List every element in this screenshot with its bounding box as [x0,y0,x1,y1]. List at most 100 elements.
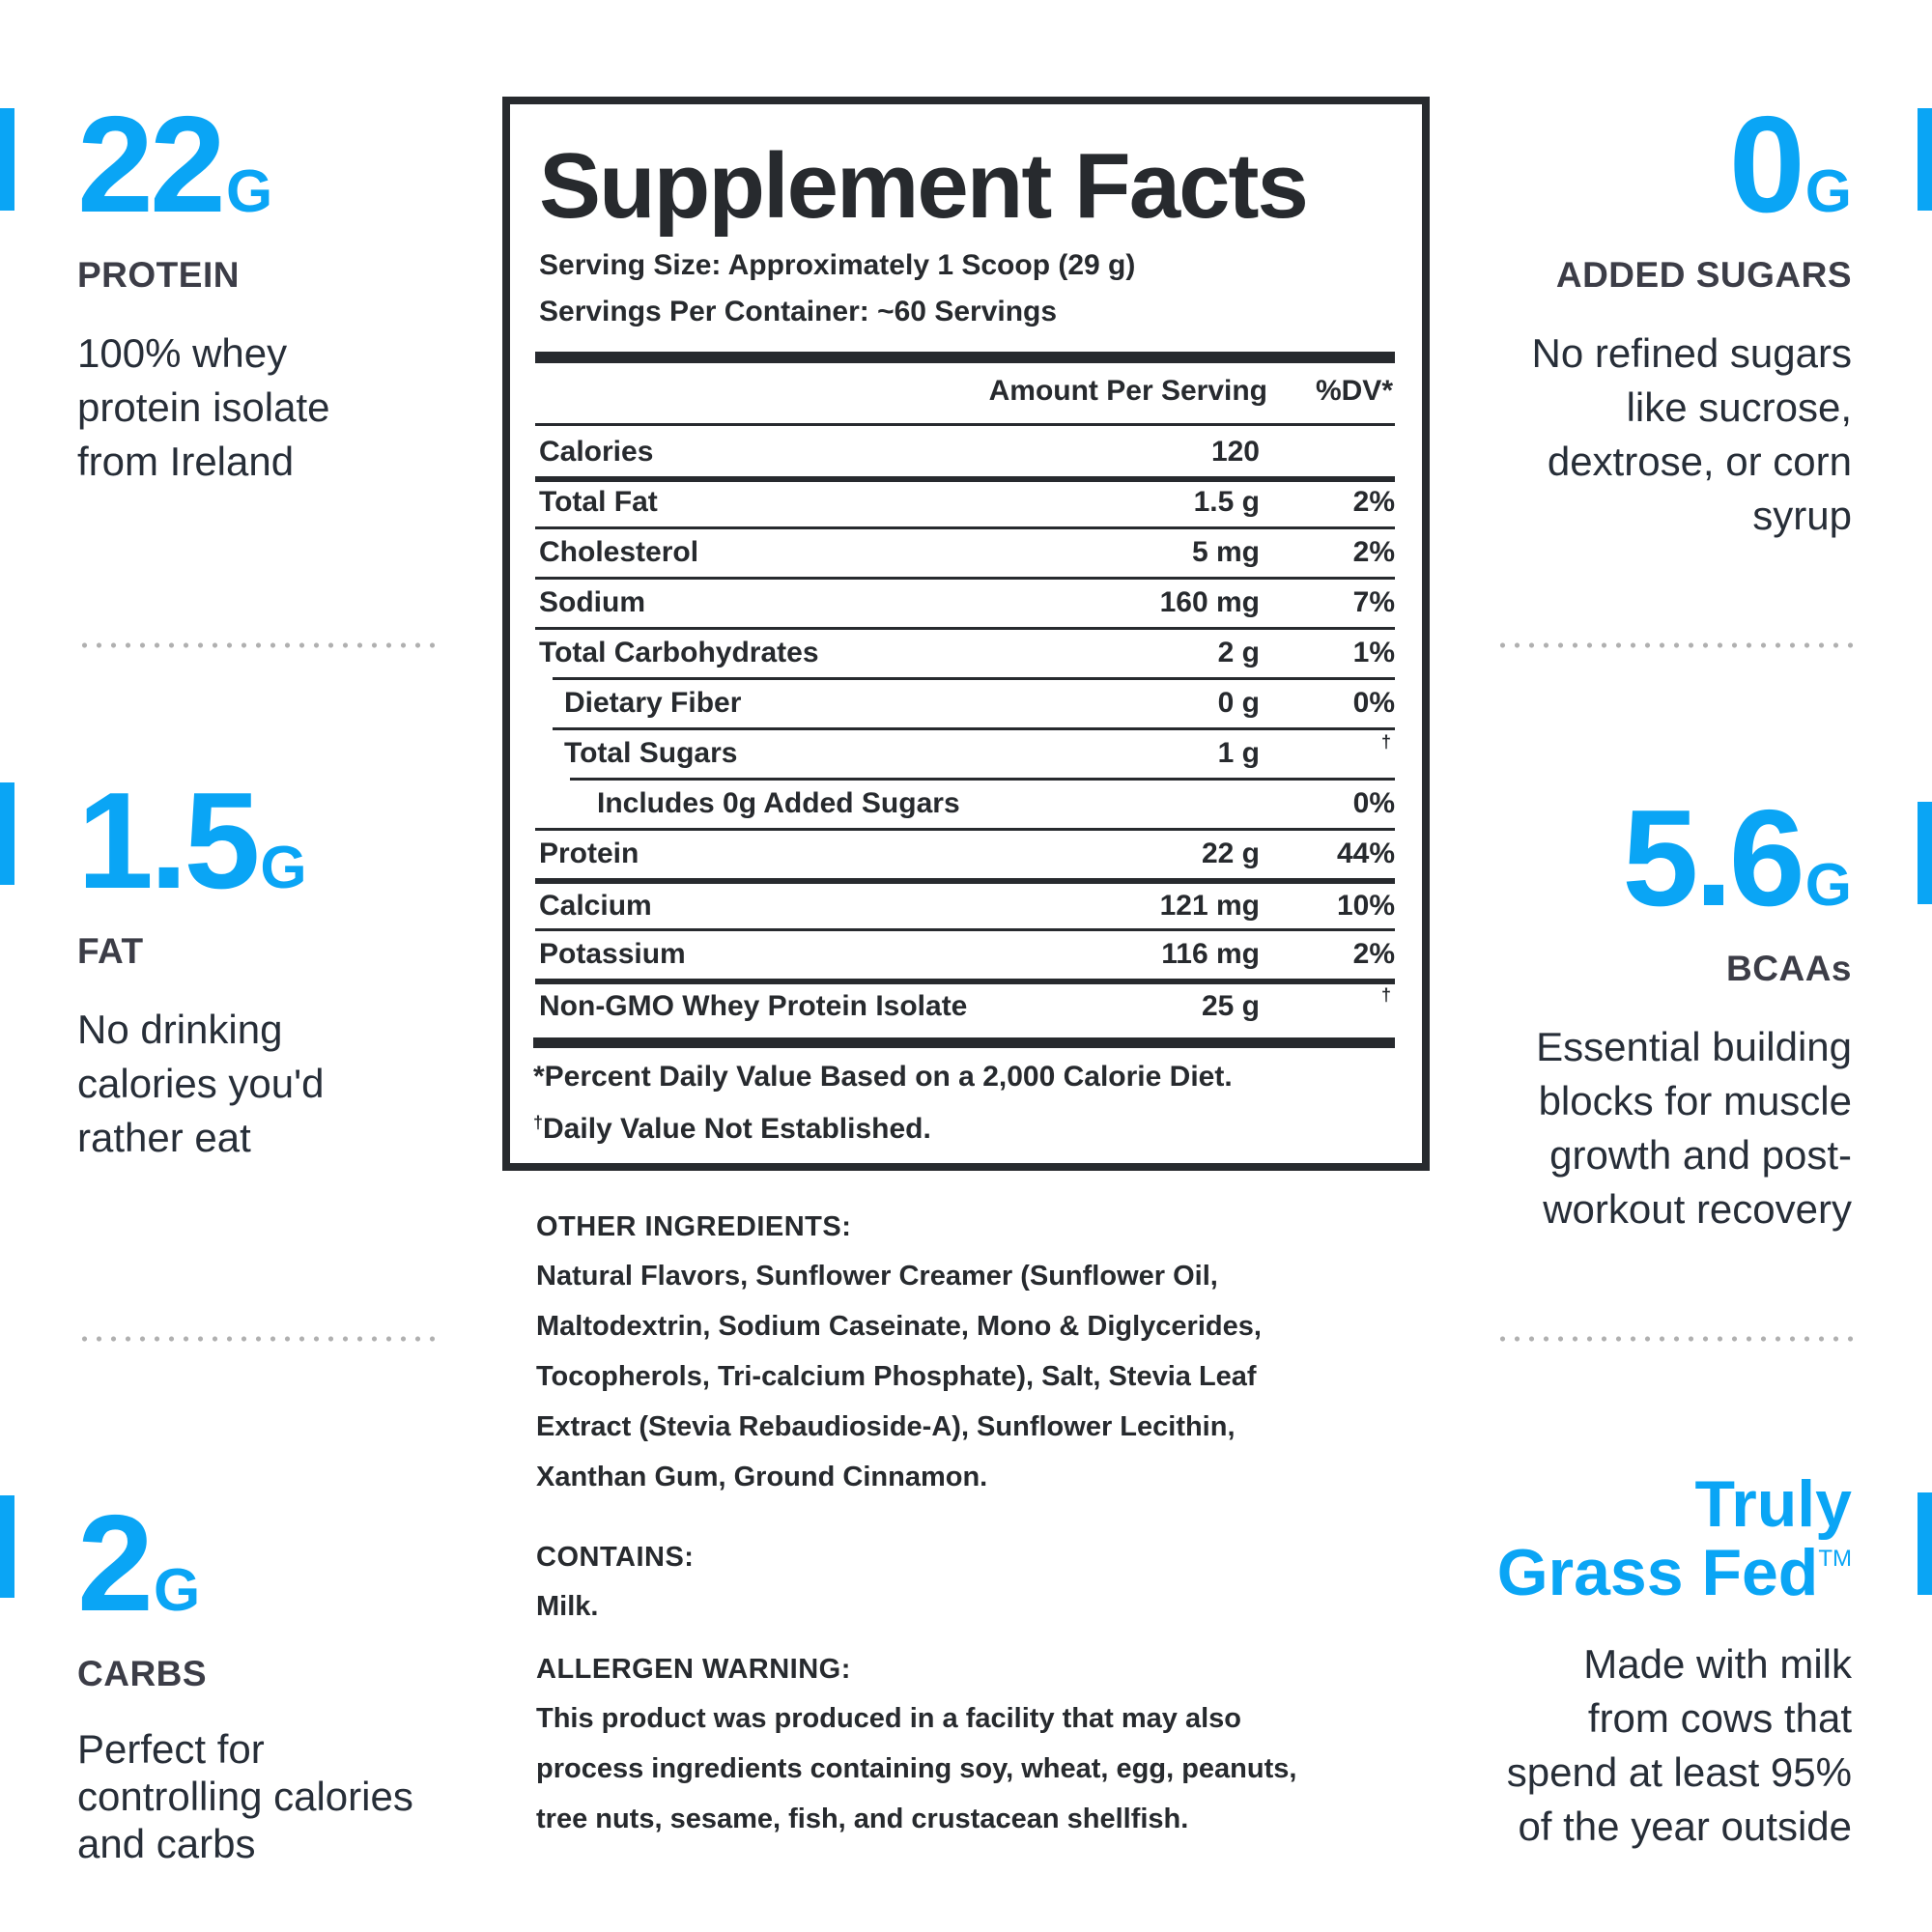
nutrient-amount: 1 g [1217,737,1260,769]
desc-line: No refined sugars [1531,330,1852,376]
stat-protein: 22G PROTEIN 100% whey protein isolate fr… [77,97,330,489]
nutrient-dv: 2% [1352,486,1395,518]
accent-bar-protein [0,108,14,211]
dotted-divider [1495,1336,1855,1342]
nutrient-row-whey-protein-isolate: Non-GMO Whey Protein Isolate 25 g † [535,980,1395,1031]
desc-line: spend at least 95% [1506,1748,1852,1795]
thin-rule [535,423,1395,426]
nutrient-name: Total Carbohydrates [539,637,819,668]
dotted-divider [77,1336,435,1342]
desc-line: controlling calories [77,1774,413,1819]
stat-fat: 1.5G FAT No drinking calories you'd rath… [77,773,325,1165]
desc-line: syrup [1752,493,1852,538]
ingredient-line: Extract (Stevia Rebaudioside-A), Sunflow… [536,1411,1236,1442]
stat-number: 1.5 [77,764,260,918]
dotted-divider [1495,642,1855,648]
nutrient-name: Potassium [539,938,686,970]
thin-rule [535,577,1395,580]
desc-line: workout recovery [1543,1186,1852,1232]
title-line: Truly [1694,1467,1853,1541]
nutrient-amount: 2 g [1217,637,1260,668]
nutrient-dv: 10% [1336,890,1395,922]
nutrient-name: Calcium [539,890,652,922]
trademark-mark: TM [1818,1546,1852,1573]
dagger-mark: † [533,1113,544,1132]
footnote-text: Daily Value Not Established. [543,1113,931,1145]
nutrient-dv: 0% [1352,687,1395,719]
nutrient-row-calcium: Calcium 121 mg 10% [535,880,1395,930]
stat-unit: G [260,835,307,901]
title-line: Grass FedTM [1497,1539,1852,1607]
nutrient-amount: 120 [1210,436,1260,468]
medium-rule [535,878,1395,884]
nutrient-name: Cholesterol [539,536,699,568]
nutrient-row-protein: Protein 22 g 44% [535,828,1395,878]
stat-label: ADDED SUGARS [1555,255,1852,295]
nutrient-name: Total Sugars [564,737,738,769]
nutrient-dv: 2% [1352,938,1395,970]
nutrient-amount: 25 g [1201,990,1260,1022]
thick-rule [535,352,1395,363]
allergen-warning-heading: ALLERGEN WARNING: [536,1654,851,1685]
stat-unit: G [1804,158,1852,225]
accent-bar-carbs [0,1495,14,1598]
desc-line: calories you'd [77,1061,325,1106]
accent-bar-sugars [1918,108,1932,211]
desc-line: Made with milk [1583,1640,1852,1687]
nutrient-row-total-fat: Total Fat 1.5 g 2% [535,476,1395,526]
stat-description: Perfect for controlling calories and car… [77,1725,413,1867]
thin-rule [535,526,1395,529]
nutrient-amount: 1.5 g [1193,486,1260,518]
desc-line: and carbs [77,1821,256,1866]
stat-label: FAT [77,931,144,971]
nutrient-amount: 160 mg [1159,586,1260,618]
desc-line: growth and post- [1549,1132,1852,1178]
nutrient-amount: 22 g [1201,838,1260,869]
accent-bar-grass-fed [1918,1492,1932,1595]
facts-title: Supplement Facts [539,134,1309,238]
desc-line: Essential building [1536,1024,1852,1069]
desc-line: No drinking [77,1007,283,1052]
stat-unit: G [1804,852,1852,919]
stat-added-sugars: 0G ADDED SUGARS No refined sugars like s… [1531,97,1852,543]
nutrient-dv: 1% [1352,637,1395,668]
thick-rule [533,1037,1395,1048]
medium-rule [535,476,1395,482]
ingredient-line: Maltodextrin, Sodium Caseinate, Mono & D… [536,1311,1262,1342]
stat-value: 5.6G [1536,790,1852,927]
desc-line: Perfect for [77,1726,265,1772]
dotted-divider [77,642,435,648]
stat-grass-fed: Truly Grass FedTM Made with milk from co… [1497,1467,1853,1854]
stat-value: 22G [77,97,330,234]
stat-unit: G [153,1557,201,1624]
stat-carbs: 2G CARBS Perfect for controlling calorie… [77,1495,413,1867]
dagger-mark: † [1380,732,1391,752]
ingredient-line: Natural Flavors, Sunflower Creamer (Sunf… [536,1261,1218,1292]
stat-number: 0 [1728,88,1805,242]
nutrient-row-cholesterol: Cholesterol 5 mg 2% [535,526,1395,577]
accent-bar-fat [0,782,14,885]
stat-label: PROTEIN [77,255,240,295]
warning-line: tree nuts, sesame, fish, and crustacean … [536,1804,1189,1834]
stat-description: No drinking calories you'd rather eat [77,1003,325,1165]
stat-bcaas: 5.6G BCAAs Essential building blocks for… [1536,790,1852,1236]
nutrient-name: Total Fat [539,486,658,518]
nutrient-amount: 121 mg [1159,890,1260,922]
thin-rule [535,928,1395,931]
nutrient-row-calories: Calories 120 [535,426,1395,476]
desc-line: dextrose, or corn [1547,439,1852,484]
nutrient-name: Non-GMO Whey Protein Isolate [539,990,968,1022]
grass-fed-title: Truly Grass FedTM [1497,1467,1853,1608]
stat-description: Made with milk from cows that spend at l… [1497,1637,1852,1854]
other-ingredients-section: OTHER INGREDIENTS: Natural Flavors, Sunf… [536,1211,1406,1502]
nutrient-name: Includes 0g Added Sugars [597,787,960,819]
footnote-daily-value: *Percent Daily Value Based on a 2,000 Ca… [533,1061,1233,1093]
header-amount-per-serving: Amount Per Serving [988,375,1267,407]
nutrient-dv: 44% [1336,838,1395,869]
allergen-warning-section: ALLERGEN WARNING: This product was produ… [536,1654,1406,1844]
contains-text: Milk. [536,1591,599,1622]
warning-line: This product was produced in a facility … [536,1703,1241,1734]
nutrient-amount: 0 g [1217,687,1260,719]
serving-size: Serving Size: Approximately 1 Scoop (29 … [539,249,1136,281]
nutrient-row-dietary-fiber: Dietary Fiber 0 g 0% [535,677,1395,727]
